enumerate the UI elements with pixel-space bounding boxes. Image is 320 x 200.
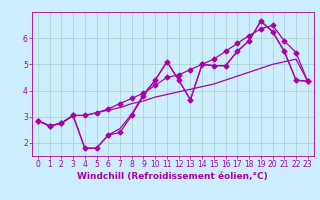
X-axis label: Windchill (Refroidissement éolien,°C): Windchill (Refroidissement éolien,°C) bbox=[77, 172, 268, 181]
